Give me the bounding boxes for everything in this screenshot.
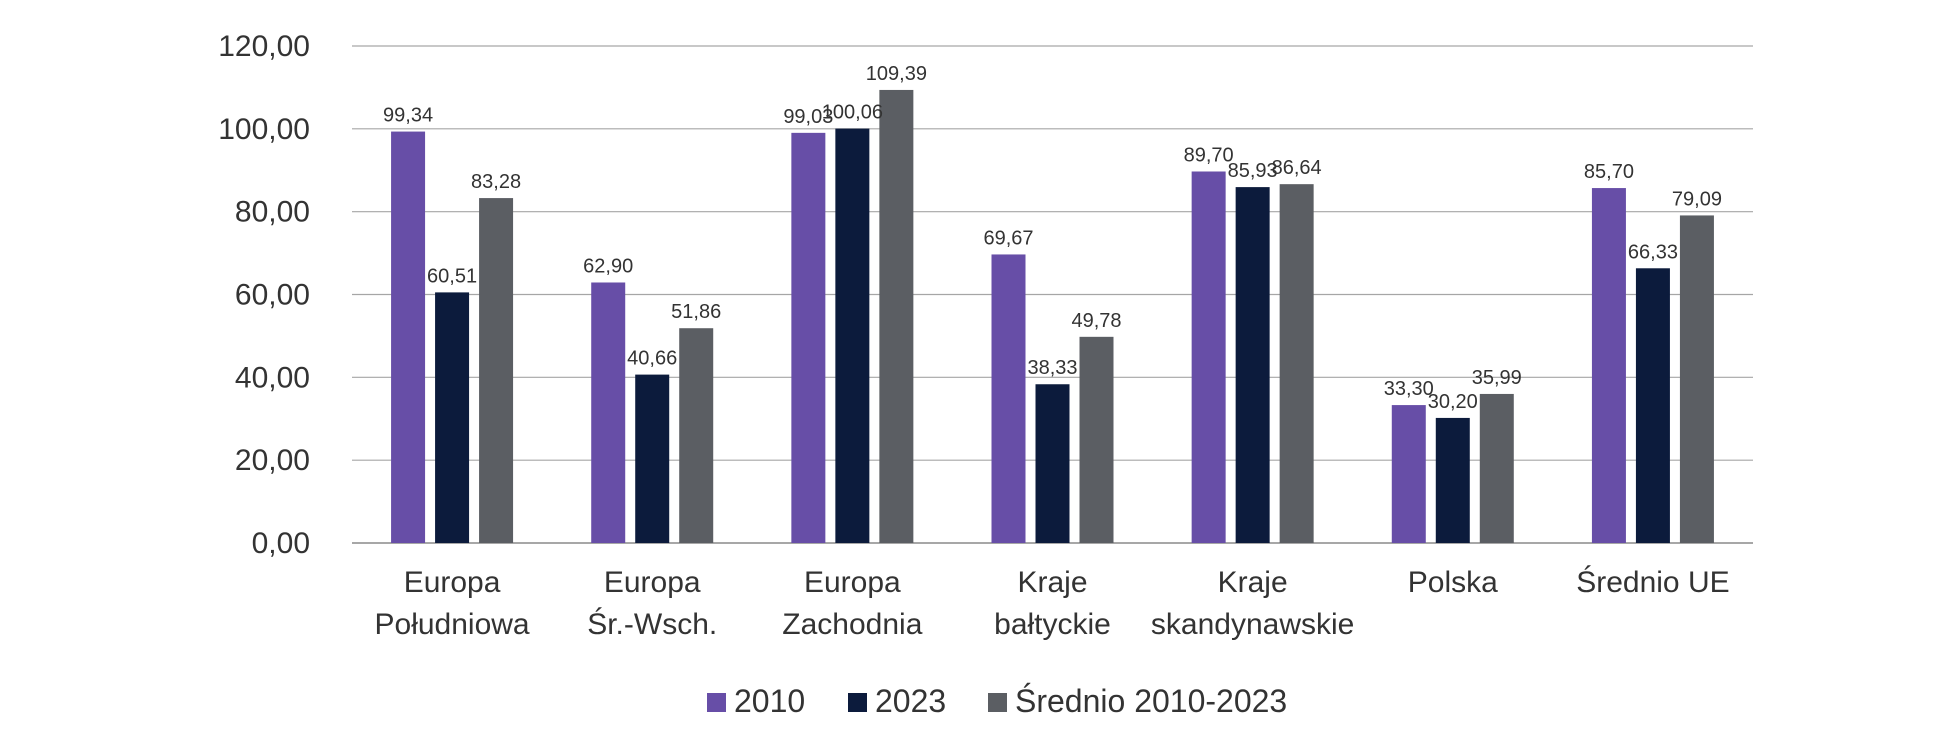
x-tick-label: Południowa bbox=[375, 608, 530, 641]
y-axis: 0,00 20,00 40,00 60,00 80,00 100,00 120,00 bbox=[218, 30, 310, 560]
bar bbox=[991, 254, 1026, 544]
bar bbox=[835, 128, 870, 543]
bar bbox=[635, 374, 670, 543]
data-label: 60,51 bbox=[427, 265, 477, 287]
legend-swatch bbox=[848, 693, 867, 712]
bar bbox=[1035, 384, 1070, 543]
x-tick-label: Kraje bbox=[1218, 566, 1288, 599]
legend-swatch bbox=[707, 693, 726, 712]
bar bbox=[1435, 417, 1470, 543]
data-label: 66,33 bbox=[1628, 241, 1678, 263]
data-labels: 99,34 60,51 83,28 62,90 40,66 51,86 99,03100,0… bbox=[383, 63, 1722, 413]
bar bbox=[479, 198, 514, 543]
data-label: 38,33 bbox=[1027, 357, 1077, 379]
data-label: 49,78 bbox=[1071, 310, 1121, 332]
bar bbox=[591, 282, 626, 543]
y-tick-label: 80,00 bbox=[235, 196, 310, 229]
bar bbox=[1079, 336, 1114, 543]
data-label: 86,64 bbox=[1272, 157, 1322, 179]
bar bbox=[391, 131, 426, 543]
data-label: 79,09 bbox=[1672, 188, 1722, 210]
legend-swatch bbox=[988, 693, 1007, 712]
y-tick-label: 40,00 bbox=[235, 361, 310, 394]
x-tick-label: skandynawskie bbox=[1151, 608, 1354, 641]
data-label: 85,70 bbox=[1584, 161, 1634, 183]
x-tick-label: bałtyckie bbox=[994, 608, 1111, 641]
x-axis: Europa Południowa Europa Śr.-Wsch. Europa Zac… bbox=[375, 565, 1730, 641]
x-tick-label: Europa bbox=[804, 566, 901, 599]
bar bbox=[791, 132, 826, 543]
bar bbox=[1391, 405, 1426, 543]
legend: 2010 2023 Średnio 2010-2023 bbox=[707, 683, 1287, 719]
data-label: 99,34 bbox=[383, 105, 433, 127]
y-tick-label: 100,00 bbox=[218, 113, 310, 146]
gridlines bbox=[352, 45, 1753, 544]
legend-label: 2023 bbox=[875, 683, 946, 719]
x-tick-label: Zachodnia bbox=[782, 608, 922, 641]
x-tick-label: Średnio UE bbox=[1576, 565, 1729, 599]
data-label: 62,90 bbox=[583, 255, 633, 277]
y-tick-label: 120,00 bbox=[218, 30, 310, 63]
bar bbox=[879, 89, 914, 543]
bar bbox=[679, 328, 714, 543]
x-tick-label: Polska bbox=[1408, 566, 1498, 599]
data-label: 51,86 bbox=[671, 301, 721, 323]
x-tick-label: Kraje bbox=[1017, 566, 1087, 599]
data-label: 100,06 bbox=[822, 102, 883, 124]
bar bbox=[435, 292, 470, 543]
data-label: 69,67 bbox=[983, 227, 1033, 249]
bar bbox=[1479, 393, 1514, 543]
data-label: 89,70 bbox=[1184, 144, 1234, 166]
x-tick-label: Śr.-Wsch. bbox=[587, 607, 717, 641]
bar bbox=[1191, 171, 1226, 543]
y-tick-label: 60,00 bbox=[235, 279, 310, 312]
data-label: 99,03 bbox=[783, 106, 833, 128]
data-label: 109,39 bbox=[866, 63, 927, 85]
legend-label: 2010 bbox=[734, 683, 805, 719]
data-label: 40,66 bbox=[627, 348, 677, 370]
bar bbox=[1235, 187, 1270, 544]
y-tick-label: 20,00 bbox=[235, 444, 310, 477]
x-tick-label: Europa bbox=[404, 566, 501, 599]
bar bbox=[1591, 188, 1626, 543]
bar bbox=[1679, 215, 1714, 543]
data-label: 35,99 bbox=[1472, 367, 1522, 389]
bars bbox=[391, 89, 1714, 544]
y-tick-label: 0,00 bbox=[252, 527, 310, 560]
legend-label: Średnio 2010-2023 bbox=[1015, 683, 1287, 719]
bar bbox=[1635, 268, 1670, 543]
bar bbox=[1279, 184, 1314, 543]
data-label: 83,28 bbox=[471, 171, 521, 193]
x-tick-label: Europa bbox=[604, 566, 701, 599]
data-label: 30,20 bbox=[1428, 391, 1478, 413]
data-label: 85,93 bbox=[1228, 160, 1278, 182]
data-label: 33,30 bbox=[1384, 378, 1434, 400]
